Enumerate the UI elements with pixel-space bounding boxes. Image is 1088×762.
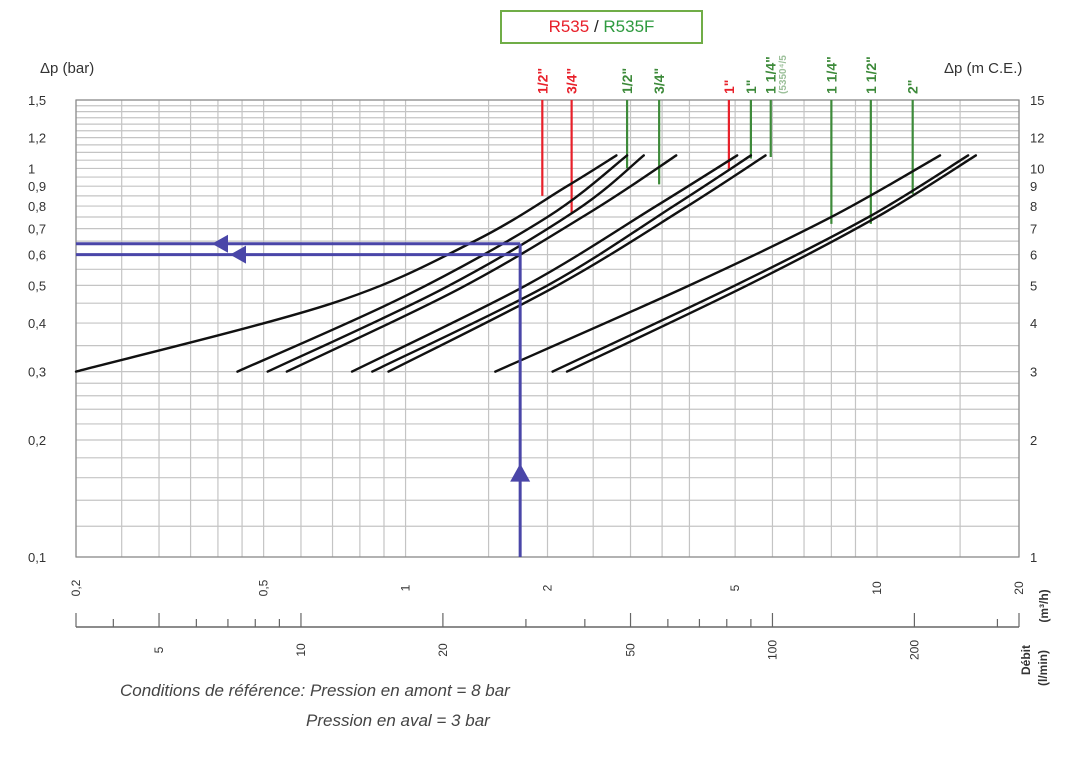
y-left-tick-label: 0,7 bbox=[28, 222, 46, 237]
y-right-tick-label: 15 bbox=[1030, 93, 1044, 108]
secondary-tick-label: 20 bbox=[436, 643, 450, 657]
y-left-tick-label: 1,2 bbox=[28, 131, 46, 146]
flow-curve bbox=[371, 154, 753, 373]
reference-conditions-line2: Pression en aval = 3 bar bbox=[306, 711, 490, 730]
flow-curves bbox=[74, 154, 978, 373]
size-label: 1/2" bbox=[619, 68, 635, 94]
y-left-tick-label: 0,1 bbox=[28, 550, 46, 565]
y-left-tick-label: 0,3 bbox=[28, 365, 46, 380]
x-tick-label: 5 bbox=[728, 584, 742, 591]
size-label: 1 1/4" bbox=[823, 56, 839, 94]
x-tick-label: 1 bbox=[399, 584, 413, 591]
flow-curve bbox=[551, 154, 970, 373]
x-tick-label: 0,5 bbox=[257, 579, 271, 596]
y-right-axis-title: Δp (m C.E.) bbox=[944, 60, 1022, 77]
size-label: 1 1/4" bbox=[763, 56, 779, 94]
reference-conditions-line1: Conditions de référence: Pression en amo… bbox=[120, 681, 510, 700]
example-arrow-up bbox=[510, 463, 531, 482]
pressure-drop-chart: 0,10,20,30,40,50,60,70,80,911,21,5123456… bbox=[28, 55, 1051, 686]
y-right-tick-label: 3 bbox=[1030, 365, 1037, 380]
x-tick-label: 10 bbox=[870, 581, 884, 595]
size-label: (5350⁴/5 bbox=[778, 55, 789, 94]
secondary-tick-label: 50 bbox=[624, 643, 638, 657]
y-left-tick-label: 0,2 bbox=[28, 433, 46, 448]
size-label: 3/4" bbox=[564, 68, 580, 94]
example-arrow-left bbox=[212, 234, 228, 253]
size-label: 1" bbox=[721, 80, 737, 94]
flow-curve bbox=[74, 154, 618, 373]
size-label: 1" bbox=[743, 80, 759, 94]
flow-curve bbox=[266, 154, 645, 373]
y-right-tick-label: 10 bbox=[1030, 161, 1044, 176]
y-right-tick-label: 1 bbox=[1030, 550, 1037, 565]
legend-box: R535 / R535F bbox=[500, 10, 703, 44]
y-left-tick-label: 0,5 bbox=[28, 278, 46, 293]
y-left-tick-label: 0,6 bbox=[28, 248, 46, 263]
x-tick-label: 0,2 bbox=[69, 579, 83, 596]
y-left-tick-label: 0,9 bbox=[28, 179, 46, 194]
x-tick-label: 2 bbox=[541, 584, 555, 591]
secondary-tick-label: 10 bbox=[294, 643, 308, 657]
y-right-tick-label: 5 bbox=[1030, 278, 1037, 293]
secondary-tick-label: 5 bbox=[152, 646, 166, 653]
chart-grid bbox=[75, 99, 1020, 558]
y-left-tick-label: 0,4 bbox=[28, 316, 46, 331]
flow-curve bbox=[494, 154, 942, 373]
flow-curve bbox=[236, 154, 629, 373]
legend-r535: R535 bbox=[548, 17, 590, 36]
secondary-tick-label: 100 bbox=[765, 640, 779, 660]
y-right-tick-label: 7 bbox=[1030, 222, 1037, 237]
legend-separator: / bbox=[589, 17, 604, 36]
y-right-tick-label: 8 bbox=[1030, 199, 1037, 214]
y-left-tick-label: 0,8 bbox=[28, 199, 46, 214]
flow-curve bbox=[350, 154, 739, 373]
flow-curve bbox=[285, 154, 678, 373]
size-label: 2" bbox=[905, 80, 921, 94]
y-right-tick-label: 12 bbox=[1030, 131, 1044, 146]
x-axis-title-debit: Débit bbox=[1019, 645, 1033, 675]
y-left-tick-label: 1,5 bbox=[28, 93, 46, 108]
y-right-tick-label: 6 bbox=[1030, 248, 1037, 263]
flow-curve bbox=[387, 154, 767, 373]
x-tick-label: 20 bbox=[1012, 581, 1026, 595]
x-axis-unit-m3h: (m³/h) bbox=[1037, 589, 1051, 622]
secondary-tick-label: 200 bbox=[907, 640, 921, 660]
legend-r535f: R535F bbox=[603, 17, 655, 36]
y-right-tick-label: 9 bbox=[1030, 179, 1037, 194]
size-label: 1 1/2" bbox=[863, 56, 879, 94]
y-left-tick-label: 1 bbox=[28, 161, 35, 176]
flow-curve bbox=[565, 154, 978, 373]
size-label: 3/4" bbox=[651, 68, 667, 94]
size-label: 1/2" bbox=[534, 68, 550, 94]
y-right-tick-label: 4 bbox=[1030, 316, 1037, 331]
x-axis-unit-lmin: (l/min) bbox=[1036, 650, 1050, 686]
y-right-tick-label: 2 bbox=[1030, 433, 1037, 448]
example-arrow-left bbox=[230, 245, 246, 264]
y-left-axis-title: Δp (bar) bbox=[40, 60, 94, 77]
plot-frame bbox=[75, 99, 1020, 558]
